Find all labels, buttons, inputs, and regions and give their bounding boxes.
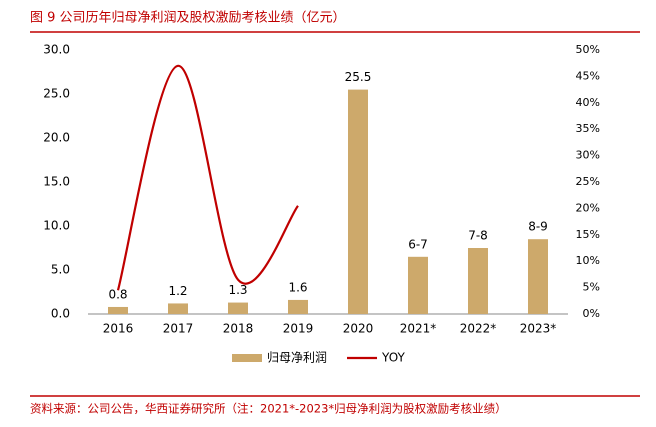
x-tick-label: 2020 [343, 322, 374, 336]
y-tick-label: 30.0 [43, 43, 70, 57]
y2-tick-label: 45% [576, 69, 600, 82]
x-tick-label: 2021* [400, 322, 437, 336]
legend-label: 归母净利润 [267, 351, 327, 365]
x-tick-label: 2019 [283, 322, 314, 336]
x-tick-label: 2022* [460, 322, 497, 336]
y2-tick-label: 10% [576, 254, 600, 267]
y2-tick-label: 35% [576, 122, 600, 135]
legend-swatch [232, 354, 262, 362]
value-label: 0.8 [108, 287, 127, 301]
x-tick-label: 2016 [103, 322, 134, 336]
value-label: 1.2 [168, 284, 187, 298]
value-label: 25.5 [345, 70, 372, 84]
x-tick-label: 2017 [163, 322, 194, 336]
y-tick-label: 20.0 [43, 131, 70, 145]
line [116, 64, 299, 291]
bar [108, 306, 128, 314]
bar [348, 89, 368, 314]
value-label: 1.3 [228, 283, 247, 297]
x-tick-label: 2018 [223, 322, 254, 336]
y2-tick-label: 25% [576, 175, 600, 188]
y2-tick-label: 20% [576, 201, 600, 214]
y2-tick-label: 40% [576, 96, 600, 109]
x-tick-label: 2023* [520, 322, 557, 336]
value-label: 7-8 [468, 229, 488, 243]
chart-title: 图 9 公司历年归母净利润及股权激励考核业绩（亿元） [30, 10, 346, 26]
y-tick-label: 5.0 [51, 263, 70, 277]
bar [168, 303, 188, 314]
y-tick-label: 25.0 [43, 87, 70, 101]
source-note: 资料来源：公司公告，华西证券研究所（注：2021*-2023*归母净利润为股权激… [30, 402, 507, 416]
y2-tick-label: 50% [576, 43, 600, 56]
bar [528, 239, 548, 314]
bar [228, 302, 248, 314]
value-label: 1.6 [288, 280, 307, 294]
y-tick-label: 10.0 [43, 219, 70, 233]
y-tick-label: 0.0 [51, 307, 70, 321]
value-label: 8-9 [528, 220, 548, 234]
y2-tick-label: 30% [576, 149, 600, 162]
y-tick-label: 15.0 [43, 175, 70, 189]
legend-label: YOY [381, 351, 405, 365]
bar [288, 299, 308, 314]
value-label: 6-7 [408, 237, 428, 251]
y2-tick-label: 5% [583, 281, 600, 294]
y2-tick-label: 15% [576, 228, 600, 241]
y2-tick-label: 0% [583, 307, 600, 320]
bar [408, 256, 428, 314]
bar [468, 248, 488, 314]
